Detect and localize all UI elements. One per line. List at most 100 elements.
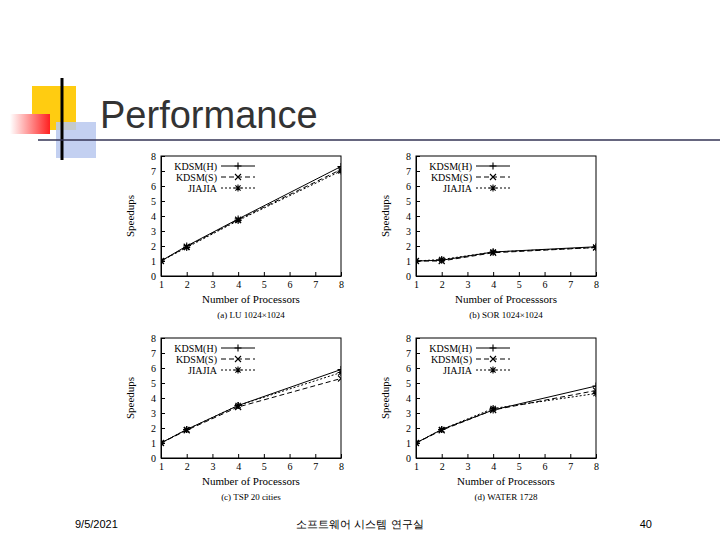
tick-mark [161,353,165,354]
tick-mark [161,368,165,369]
tick-label: 5 [517,279,522,290]
legend-marker [235,345,242,352]
tick: 0 [151,453,165,464]
tick-label: 3 [465,279,470,290]
tick: 7 [313,454,318,472]
legend-marker [235,185,242,192]
slide-title: Performance [100,94,318,136]
tick-mark [467,454,468,458]
tick-mark [570,272,571,276]
tick: 8 [151,333,165,344]
tick-label: 6 [543,461,548,472]
tick-label: 5 [262,461,267,472]
tick: 5 [262,272,267,290]
panel: 12345678012345678Number of ProcesssorsSp… [379,151,600,320]
marker [338,369,342,376]
legend-marker [490,356,496,362]
tick-mark [493,454,494,458]
tick-label: 2 [151,241,156,252]
tick: 7 [313,272,318,290]
tick-label: 8 [594,461,599,472]
tick-label: 3 [465,461,470,472]
tick: 6 [406,181,420,192]
tick: 3 [151,408,165,419]
marker [416,440,420,447]
tick-mark [416,458,420,459]
marker [161,258,165,265]
tick: 5 [406,196,420,207]
tick-mark [161,398,165,399]
tick-mark [264,454,265,458]
legend-marker [235,356,241,362]
legend-marker [235,163,242,170]
series-line [161,373,341,444]
tick: 3 [210,272,215,290]
tick-label: 7 [568,461,573,472]
legend: KDSM(H)KDSM(S)JIAJIA [174,161,255,194]
plot-area [416,243,596,264]
tick: 6 [406,363,420,374]
tick-label: 5 [406,378,411,389]
tick-label: 5 [517,461,522,472]
tick-label: 0 [151,271,156,282]
series-line [161,167,341,262]
tick-label: 1 [406,438,411,449]
y-axis-title: Speedups [124,195,136,237]
tick: 2 [151,241,165,252]
y-axis: 012345678 [151,333,165,464]
tick-mark [264,272,265,276]
y-axis: 012345678 [406,333,420,464]
tick-mark [442,272,443,276]
tick-label: 4 [151,211,156,222]
tick-mark [519,454,520,458]
y-axis-title: Speedups [379,195,391,237]
tick: 7 [406,348,420,359]
tick-label: 4 [491,461,496,472]
x-axis: 12345678 [159,272,344,290]
tick-label: 4 [406,211,411,222]
tick-label: 8 [406,151,411,162]
tick: 3 [406,408,420,419]
tick-label: 2 [440,461,445,472]
y-axis-title: Speedups [124,377,136,419]
tick-mark [161,186,165,187]
tick: 7 [151,166,165,177]
x-axis: 12345678 [414,272,599,290]
tick: 0 [406,271,420,282]
tick-mark [416,276,420,277]
tick-mark [596,454,597,458]
tick: 1 [406,438,420,449]
tick: 2 [185,454,190,472]
tick-label: 6 [151,363,156,374]
tick-mark [416,338,420,339]
tick: 6 [151,181,165,192]
tick-mark [161,201,165,202]
tick: 4 [491,454,496,472]
plot-area [161,163,341,265]
tick-mark [315,272,316,276]
tick-label: 1 [414,279,419,290]
axis-line [162,276,342,277]
tick-mark [570,454,571,458]
tick-label: 4 [406,393,411,404]
tick-label: 1 [414,461,419,472]
marker [338,376,341,382]
marker [161,440,165,447]
tick-label: 7 [313,461,318,472]
legend-marker [490,163,497,170]
tick-mark [519,272,520,276]
tick: 4 [406,211,420,222]
marker [438,426,445,433]
tick: 6 [288,272,293,290]
tick: 6 [543,272,548,290]
chart-caption: (d) WATER 1728 [475,492,538,502]
marker [593,244,597,251]
tick-mark [341,272,342,276]
legend-marker [490,185,497,192]
tick: 7 [568,454,573,472]
marker [416,258,420,265]
marker [593,243,597,250]
marker [593,390,597,397]
tick: 1 [151,256,165,267]
marker [161,440,165,447]
